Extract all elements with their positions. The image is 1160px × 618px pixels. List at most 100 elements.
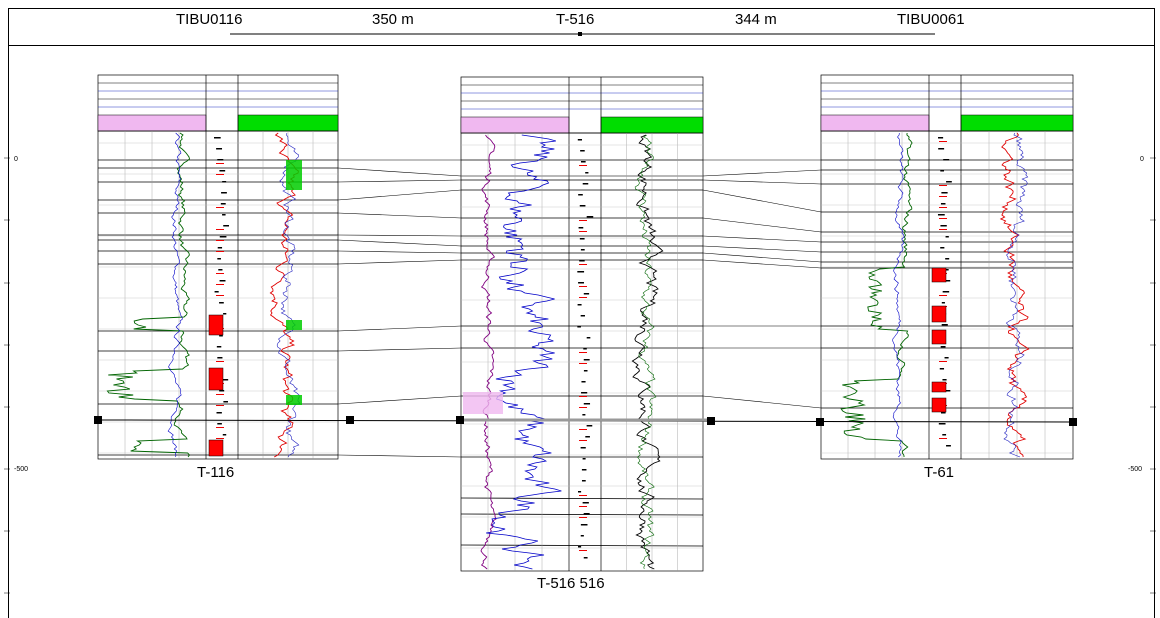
- well-label-t61: T-61: [924, 464, 954, 481]
- secondary-resistivity-curve: [1003, 132, 1029, 458]
- annotation-mark: [579, 407, 587, 408]
- depth-tick-mark: [942, 379, 947, 381]
- annotation-mark: [216, 273, 224, 274]
- core-interval: [931, 381, 947, 393]
- core-interval: [931, 267, 947, 283]
- depth-tick-mark: [942, 434, 947, 436]
- annotation-mark: [939, 141, 947, 142]
- secondary-resistivity-curve: [634, 134, 657, 570]
- depth-tick-mark: [577, 139, 583, 141]
- depth-tick-mark: [583, 370, 588, 372]
- depth-tick-mark: [219, 236, 227, 238]
- core-interval: [208, 367, 224, 391]
- depth-tick-mark: [222, 379, 229, 381]
- depth-tick-mark: [577, 546, 582, 548]
- depth-tick-mark: [941, 192, 948, 194]
- horizon-connector: [702, 259, 822, 269]
- depth-tick-mark: [580, 524, 588, 526]
- annotation-mark: [939, 185, 947, 186]
- depth-tick-mark: [942, 291, 950, 293]
- depth-tick-mark: [582, 458, 586, 460]
- horizon-connector: [337, 167, 462, 177]
- depth-tick-mark: [941, 302, 945, 304]
- horizon-connector: [337, 325, 462, 332]
- right-depth-label-0: 0: [1140, 156, 1144, 163]
- depth-tick-mark: [579, 205, 586, 207]
- depth-tick-mark: [580, 150, 585, 152]
- depth-tick-mark: [579, 260, 585, 262]
- sand-fill: [286, 160, 302, 190]
- depth-tick-mark: [941, 412, 946, 414]
- depth-tick-mark: [940, 203, 946, 205]
- depth-tick-mark: [216, 346, 222, 348]
- annotation-mark: [579, 231, 587, 232]
- horizon-connector: [337, 250, 462, 254]
- horizon-connector: [702, 179, 822, 185]
- outer-frame: [8, 8, 1155, 618]
- horizon-connector: [337, 347, 462, 352]
- right-distance-label: 344 m: [735, 11, 777, 28]
- right-depth-label-500: -500: [1128, 466, 1142, 473]
- depth-tick-mark: [221, 192, 227, 194]
- annotation-mark: [216, 295, 224, 296]
- annotation-mark: [939, 438, 947, 439]
- annotation-mark: [216, 427, 224, 428]
- log-body-frame: [97, 130, 339, 460]
- depth-tick-mark: [578, 227, 584, 229]
- track3-header-fill: [600, 116, 704, 134]
- annotation-mark: [579, 396, 587, 397]
- annotation-mark: [579, 363, 587, 364]
- annotation-mark: [216, 229, 224, 230]
- well-panel-t516: [460, 76, 704, 572]
- annotation-mark: [579, 440, 587, 441]
- annotation-mark: [939, 196, 947, 197]
- depth-tick-mark: [940, 346, 946, 348]
- depth-tick-mark: [583, 293, 590, 295]
- depth-tick-mark: [222, 181, 227, 183]
- depth-tick-mark: [939, 368, 945, 370]
- horizon-connector: [702, 217, 822, 233]
- annotation-mark: [579, 286, 587, 287]
- annotation-mark: [579, 165, 587, 166]
- sp-curve: [486, 134, 562, 570]
- horizon-connector: [337, 454, 462, 458]
- annotation-mark: [939, 361, 947, 362]
- datum-marker: [346, 416, 354, 424]
- annotation-mark: [939, 229, 947, 230]
- annotation-mark: [579, 506, 587, 507]
- depth-tick-mark: [578, 194, 583, 196]
- depth-tick-mark: [583, 348, 587, 350]
- depth-tick-mark: [217, 258, 221, 260]
- depth-tick-mark: [583, 359, 590, 361]
- right-depth-axis: 0 -500: [1128, 156, 1156, 594]
- track1-header-fill: [820, 114, 930, 132]
- track3-header-fill: [237, 114, 339, 132]
- depth-tick-mark: [940, 225, 947, 227]
- depth-tick-mark: [577, 271, 585, 273]
- secondary-curve: [167, 132, 183, 458]
- depth-tick-mark: [578, 282, 584, 284]
- depth-tick-mark: [586, 425, 593, 427]
- horizon-connector: [337, 212, 462, 219]
- depth-tick-mark: [941, 324, 948, 326]
- left-distance-label: 350 m: [372, 11, 414, 28]
- annotation-mark: [216, 361, 224, 362]
- depth-tick-mark: [585, 172, 589, 174]
- annotation-mark: [939, 207, 947, 208]
- depth-tick-mark: [581, 392, 588, 394]
- depth-tick-mark: [583, 403, 591, 405]
- annotation-mark: [216, 438, 224, 439]
- sand-fill: [286, 395, 302, 405]
- depth-tick-mark: [580, 161, 586, 163]
- depth-tick-mark: [580, 447, 586, 449]
- depth-tick-mark: [938, 148, 945, 150]
- left-depth-axis: 0 -500: [4, 156, 28, 594]
- annotation-mark: [216, 240, 224, 241]
- annotation-mark: [216, 251, 224, 252]
- horizon-segment: [460, 513, 704, 516]
- resistivity-curve: [999, 132, 1030, 458]
- depth-tick-mark: [579, 238, 585, 240]
- gamma-ray-curve: [106, 132, 191, 458]
- horizon-connector: [702, 245, 822, 253]
- depth-tick-mark: [944, 280, 951, 282]
